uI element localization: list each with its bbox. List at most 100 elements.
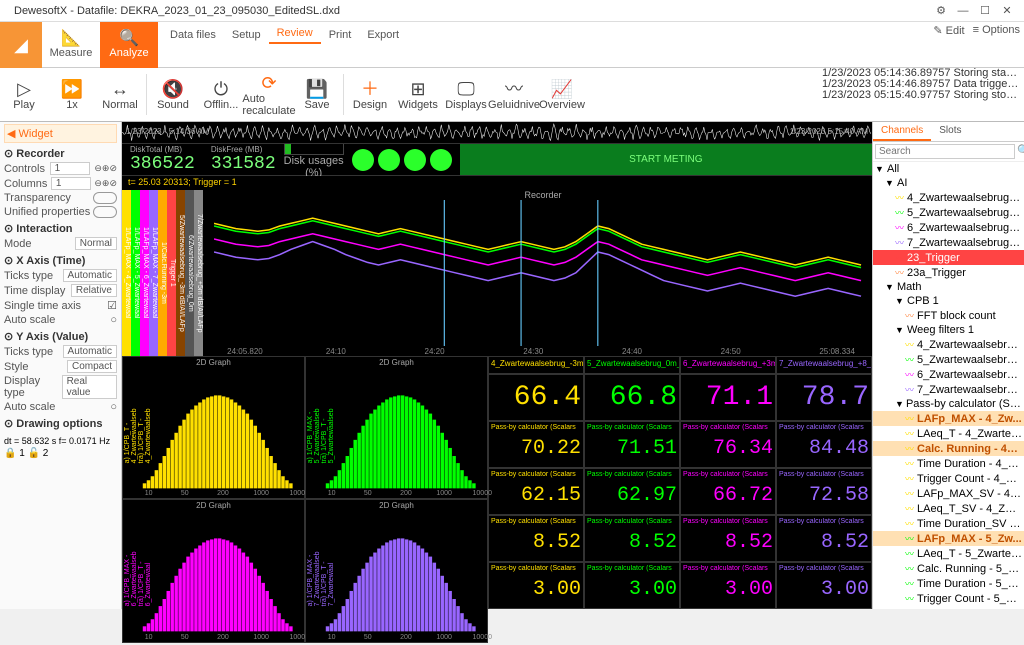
scalar-cell: Pass-by calculator (Scalars62.15 xyxy=(488,468,584,515)
tree-node[interactable]: 〰4_Zwartewaalsebrug... xyxy=(873,337,1024,352)
tree-node[interactable]: 〰Time Duration - 4_Z... xyxy=(873,456,1024,471)
tree-node[interactable]: 〰6_Zwartewaalsebrug_+... xyxy=(873,220,1024,235)
recorder-plot[interactable]: Recorder 24:05.82024:1024:2024:3024:4024… xyxy=(214,190,872,356)
tree-node[interactable]: 〰7_Zwartewaalsebrug_+... xyxy=(873,235,1024,250)
tree-node[interactable]: ▼Math xyxy=(873,280,1024,294)
prop-ticks-type[interactable]: Ticks typeAutomatic xyxy=(4,269,117,282)
toolbtn-offlin[interactable]: ⏻Offlin... xyxy=(197,68,245,121)
edit-link[interactable]: ✎ Edit xyxy=(933,24,964,37)
prop-unified-properties[interactable]: Unified properties xyxy=(4,206,117,218)
toolbtn-sound[interactable]: 🔇Sound xyxy=(149,68,197,121)
scalar-cell: 78.7 xyxy=(776,374,872,421)
tree-node[interactable]: 〰LAeq_T - 4_Zwartewa... xyxy=(873,426,1024,441)
tree-node[interactable]: 〰LAeq_T - 5_Zwartewa... xyxy=(873,546,1024,561)
maximize-icon[interactable]: ☐ xyxy=(974,4,996,17)
graph-1[interactable]: 2D Grapha) 1/CPB_MAX - 5_Zwartewaalsebtr… xyxy=(305,356,488,499)
search-input[interactable] xyxy=(875,144,1015,159)
app-title: DewesoftX - Datafile: DEKRA_2023_01_23_0… xyxy=(14,5,340,17)
tree-node[interactable]: ▼Pass-by calculator (Scal... xyxy=(873,397,1024,411)
toolbtn-autorecalculate[interactable]: ⟳Auto recalculate xyxy=(245,68,293,121)
prop-mode[interactable]: ModeNormal xyxy=(4,237,117,250)
tree-node[interactable]: 〰6_Zwartewaalsebrug... xyxy=(873,367,1024,382)
toolbtn-widgets[interactable]: ⊞Widgets xyxy=(394,68,442,121)
rtab-channels[interactable]: Channels xyxy=(873,122,931,141)
scalar-cell: Pass-by calculator (Scalars84.48 xyxy=(776,421,872,468)
prop-auto-scale[interactable]: Auto scale○ xyxy=(4,401,117,413)
scalar-cell: Pass-by calculator (Scalars3.00 xyxy=(488,562,584,609)
toolbtn-overview[interactable]: 📈Overview xyxy=(538,68,586,121)
toolbtn-play[interactable]: ▷Play xyxy=(0,68,48,121)
tree-node[interactable]: 〰LAFp_MAX - 4_Zw... xyxy=(873,411,1024,426)
toolbtn-save[interactable]: 💾Save xyxy=(293,68,341,121)
rtab-slots[interactable]: Slots xyxy=(931,122,969,141)
tab-export[interactable]: Export xyxy=(359,26,407,44)
tree-node[interactable]: 〰Time Duration - 5_Z... xyxy=(873,576,1024,591)
search-icon[interactable]: 🔍 xyxy=(1017,144,1024,159)
options-link[interactable]: ≡ Options xyxy=(973,24,1020,37)
tree-node[interactable]: 〰FFT block count xyxy=(873,308,1024,323)
scalar-cell: Pass-by calculator (Scalars72.58 xyxy=(776,468,872,515)
prop-style[interactable]: StyleCompact xyxy=(4,360,117,373)
scalar-cell: Pass-by calculator (Scalars71.51 xyxy=(584,421,680,468)
toolbtn-geluidnive[interactable]: 〰Geluidnive xyxy=(490,68,538,121)
gear-icon[interactable]: ⚙ xyxy=(930,4,952,17)
tree-node[interactable]: 〰23a_Trigger xyxy=(873,265,1024,280)
tab-setup[interactable]: Setup xyxy=(224,26,269,44)
scalar-cell: Pass-by calculator (Scalars8.52 xyxy=(488,515,584,562)
toolbtn-normal[interactable]: ↔Normal xyxy=(96,68,144,121)
disk-total: 386522 xyxy=(130,154,195,174)
scalar-cell: Pass-by calculator (Scalars3.00 xyxy=(776,562,872,609)
tab-print[interactable]: Print xyxy=(321,26,360,44)
prop-ticks-type[interactable]: Ticks typeAutomatic xyxy=(4,345,117,358)
tree-node[interactable]: 〰Trigger Count - 5_Zwa... xyxy=(873,591,1024,606)
disk-free: 331582 xyxy=(211,154,276,174)
tree-node[interactable]: 〰23_Trigger xyxy=(873,250,1024,265)
bigtab-measure[interactable]: 📐Measure xyxy=(42,22,100,68)
prop-columns[interactable]: Columns1⊖⊕⊘ xyxy=(4,177,117,190)
scalar-cell: Pass-by calculator (Scalars8.52 xyxy=(680,515,776,562)
prop-transparency[interactable]: Transparency xyxy=(4,192,117,204)
trigger-info: t= 25.03 20313; Trigger = 1 xyxy=(122,176,872,190)
tree-node[interactable]: 〰5_Zwartewaalsebrug_0... xyxy=(873,205,1024,220)
tree-node[interactable]: 〰Trigger Count - 4_Zwa... xyxy=(873,471,1024,486)
tree-node[interactable]: 〰LAFp_MAX - 5_Zw... xyxy=(873,531,1024,546)
app-logo: ◢ xyxy=(0,22,42,68)
tree-node[interactable]: 〰7_Zwartewaalsebrug... xyxy=(873,382,1024,397)
scalar-cell: Pass-by calculator (Scalars70.22 xyxy=(488,421,584,468)
tree-node[interactable]: ▼AI xyxy=(873,176,1024,190)
graph-0[interactable]: 2D Grapha) 1/CPB_T - 4_Zwartewaalsebtra)… xyxy=(122,356,305,499)
toolbtn-displays[interactable]: 🖵Displays xyxy=(442,68,490,121)
dt-info: dt = 58.632 s f= 0.0171 Hz xyxy=(4,436,117,446)
scalar-cell: 66.8 xyxy=(584,374,680,421)
widget-title[interactable]: ◀ Widget xyxy=(4,124,117,143)
graph-2[interactable]: 2D Grapha) 1/CPB_MAX - 6_Zwartewaalsebtr… xyxy=(122,499,305,642)
tree-node[interactable]: 〰Time Duration_SV - ... xyxy=(873,516,1024,531)
start-button[interactable]: START METING xyxy=(460,144,872,175)
tree-node[interactable]: 〰Calc. Running - 5_Zw... xyxy=(873,561,1024,576)
widget-panel: ◀ Widget ⊙ RecorderControls1⊖⊕⊘Columns1⊖… xyxy=(0,122,122,609)
prop-auto-scale[interactable]: Auto scale○ xyxy=(4,314,117,326)
toolbtn-x[interactable]: ⏩1x xyxy=(48,68,96,121)
waveform-overview[interactable]: 1/23/2023 - 5:14:36 AM 1/23/2023 5:15:40… xyxy=(122,122,872,144)
graph-3[interactable]: 2D Grapha) 1/CPB_MAX - 7_Zwartewaalsebtr… xyxy=(305,499,488,642)
prop-single-time-axis[interactable]: Single time axis☑ xyxy=(4,299,117,312)
tree-node[interactable]: ▼Weeg filters 1 xyxy=(873,323,1024,337)
tab-review[interactable]: Review xyxy=(269,24,321,44)
tree-node[interactable]: 〰5_Zwartewaalsebrug... xyxy=(873,352,1024,367)
scalar-cell: Pass-by calculator (Scalars76.34 xyxy=(680,421,776,468)
scalar-cell: Pass-by calculator (Scalars3.00 xyxy=(584,562,680,609)
tree-node[interactable]: 〰LAeq_T_SV - 4_Zwart... xyxy=(873,501,1024,516)
prop-time-display[interactable]: Time displayRelative xyxy=(4,284,117,297)
prop-display-type[interactable]: Display typeReal value xyxy=(4,375,117,399)
bigtab-analyze[interactable]: 🔍Analyze xyxy=(100,22,158,68)
tree-node[interactable]: 〰LAFp_MAX_SV - 4_Zw... xyxy=(873,486,1024,501)
tab-data-files[interactable]: Data files xyxy=(162,26,224,44)
prop-controls[interactable]: Controls1⊖⊕⊘ xyxy=(4,162,117,175)
tree-node[interactable]: 〰Calc. Running - 4_... xyxy=(873,441,1024,456)
tree-node[interactable]: ▼All xyxy=(873,162,1024,176)
minimize-icon[interactable]: — xyxy=(952,5,974,17)
close-icon[interactable]: ✕ xyxy=(996,4,1018,17)
toolbtn-design[interactable]: ＋Design xyxy=(346,68,394,121)
tree-node[interactable]: ▼CPB 1 xyxy=(873,294,1024,308)
tree-node[interactable]: 〰4_Zwartewaalsebrug_-... xyxy=(873,190,1024,205)
